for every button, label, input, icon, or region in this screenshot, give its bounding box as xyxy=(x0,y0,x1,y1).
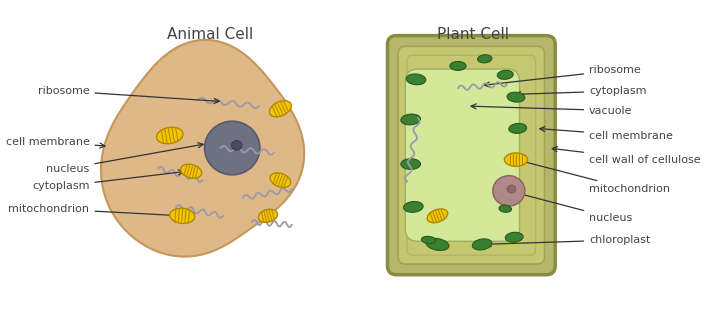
Ellipse shape xyxy=(506,232,523,242)
Text: ribosome: ribosome xyxy=(484,65,641,87)
Ellipse shape xyxy=(497,70,513,80)
FancyBboxPatch shape xyxy=(388,36,555,275)
Ellipse shape xyxy=(504,153,528,166)
Ellipse shape xyxy=(478,55,492,63)
FancyBboxPatch shape xyxy=(398,46,545,264)
Text: ribosome: ribosome xyxy=(38,86,219,104)
Ellipse shape xyxy=(507,92,525,102)
Ellipse shape xyxy=(426,238,449,250)
Text: nucleus: nucleus xyxy=(46,143,203,173)
Ellipse shape xyxy=(507,185,516,193)
Ellipse shape xyxy=(427,209,448,223)
Ellipse shape xyxy=(499,205,511,212)
Ellipse shape xyxy=(472,239,492,250)
Ellipse shape xyxy=(493,176,525,206)
Text: cell wall of cellulose: cell wall of cellulose xyxy=(552,146,701,165)
Polygon shape xyxy=(101,40,304,257)
Ellipse shape xyxy=(270,173,290,187)
Ellipse shape xyxy=(422,236,436,244)
Ellipse shape xyxy=(156,127,183,144)
Ellipse shape xyxy=(403,202,423,212)
Ellipse shape xyxy=(401,159,420,169)
Text: chloroplast: chloroplast xyxy=(486,235,650,247)
Text: cytoplasm: cytoplasm xyxy=(32,170,183,191)
Text: cell membrane: cell membrane xyxy=(6,137,105,148)
Ellipse shape xyxy=(231,141,242,150)
Text: cell membrane: cell membrane xyxy=(540,126,673,141)
FancyBboxPatch shape xyxy=(405,69,520,241)
Ellipse shape xyxy=(258,209,278,222)
Ellipse shape xyxy=(401,114,420,125)
Ellipse shape xyxy=(170,208,195,223)
Ellipse shape xyxy=(509,123,527,133)
Ellipse shape xyxy=(450,61,466,70)
Ellipse shape xyxy=(270,101,291,117)
Text: vacuole: vacuole xyxy=(471,104,633,115)
Text: nucleus: nucleus xyxy=(513,191,633,223)
Ellipse shape xyxy=(204,121,260,175)
Text: cytoplasm: cytoplasm xyxy=(515,86,647,97)
Ellipse shape xyxy=(406,74,426,85)
Ellipse shape xyxy=(180,164,202,178)
Text: mitochondrion: mitochondrion xyxy=(520,160,670,194)
Text: Animal Cell: Animal Cell xyxy=(167,27,253,42)
Text: Plant Cell: Plant Cell xyxy=(437,27,509,42)
Text: mitochondrion: mitochondrion xyxy=(9,204,178,218)
